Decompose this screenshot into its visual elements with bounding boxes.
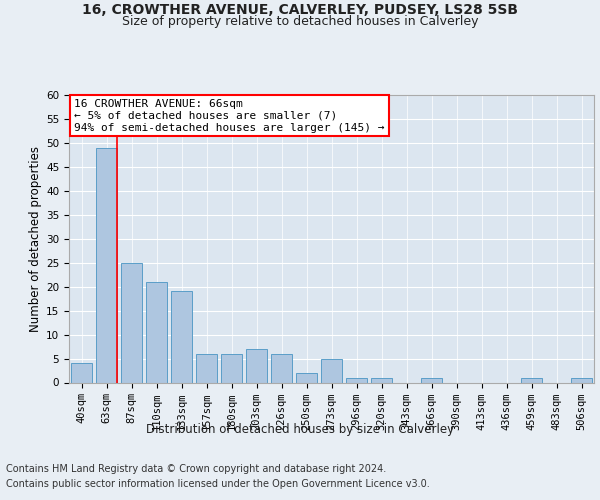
Text: Contains public sector information licensed under the Open Government Licence v3: Contains public sector information licen… xyxy=(6,479,430,489)
Bar xyxy=(221,354,242,382)
Bar xyxy=(71,364,92,382)
Bar xyxy=(321,358,342,382)
Bar xyxy=(121,262,142,382)
Text: 16 CROWTHER AVENUE: 66sqm
← 5% of detached houses are smaller (7)
94% of semi-de: 16 CROWTHER AVENUE: 66sqm ← 5% of detach… xyxy=(74,100,385,132)
Bar xyxy=(346,378,367,382)
Text: 16, CROWTHER AVENUE, CALVERLEY, PUDSEY, LS28 5SB: 16, CROWTHER AVENUE, CALVERLEY, PUDSEY, … xyxy=(82,2,518,16)
Bar xyxy=(146,282,167,382)
Bar xyxy=(296,373,317,382)
Bar xyxy=(571,378,592,382)
Bar xyxy=(521,378,542,382)
Bar xyxy=(371,378,392,382)
Text: Size of property relative to detached houses in Calverley: Size of property relative to detached ho… xyxy=(122,15,478,28)
Text: Distribution of detached houses by size in Calverley: Distribution of detached houses by size … xyxy=(146,422,454,436)
Text: Contains HM Land Registry data © Crown copyright and database right 2024.: Contains HM Land Registry data © Crown c… xyxy=(6,464,386,474)
Y-axis label: Number of detached properties: Number of detached properties xyxy=(29,146,42,332)
Bar xyxy=(196,354,217,382)
Bar xyxy=(271,354,292,382)
Bar xyxy=(171,292,192,382)
Bar xyxy=(96,148,117,382)
Bar xyxy=(246,349,267,382)
Bar xyxy=(421,378,442,382)
